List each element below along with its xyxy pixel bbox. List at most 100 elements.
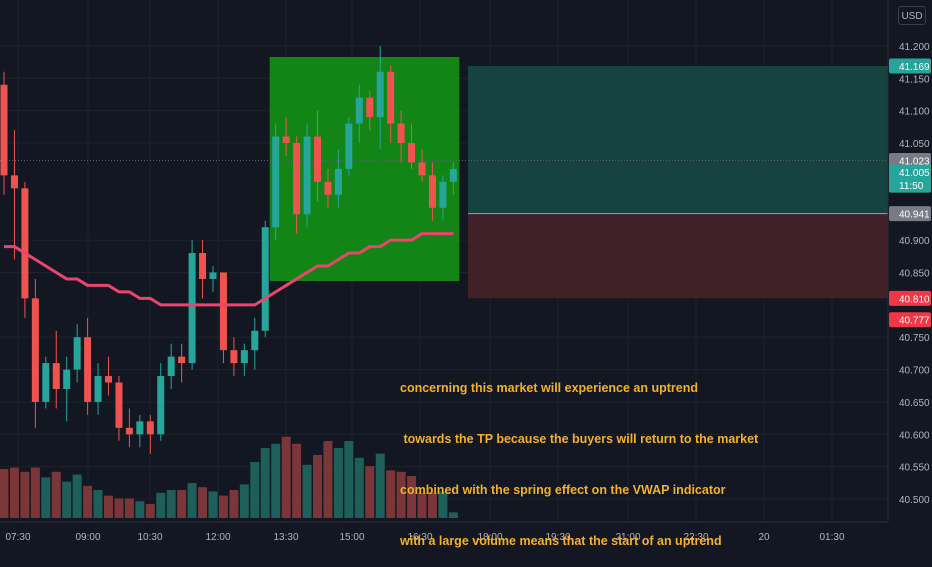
- volume-bar: [72, 474, 82, 518]
- stop-loss-zone: [468, 213, 888, 299]
- candle-body: [439, 181, 447, 208]
- volume-bar: [239, 484, 249, 518]
- volume-bar: [20, 471, 30, 518]
- candle-body: [314, 136, 321, 182]
- volume-bar: [166, 490, 176, 518]
- candle-body: [84, 337, 92, 402]
- annotation-line: concerning this market will experience a…: [400, 381, 698, 395]
- currency-button[interactable]: USD: [898, 6, 926, 25]
- price-axis-bg: [888, 0, 932, 550]
- volume-bar: [93, 490, 103, 518]
- volume-bar: [365, 466, 375, 518]
- volume-bar: [407, 476, 417, 518]
- volume-bar: [208, 491, 218, 518]
- volume-bar: [41, 477, 51, 518]
- volume-bar: [313, 455, 322, 518]
- highlight-box: [269, 57, 460, 281]
- candle-body: [366, 97, 374, 118]
- y-tick-label: 40.650: [899, 398, 930, 409]
- candle-body: [293, 143, 301, 215]
- candle-body: [73, 337, 81, 370]
- x-tick-label: 15:00: [339, 532, 364, 543]
- volume-bar: [417, 492, 427, 518]
- volume-bar: [354, 457, 364, 518]
- volume-bar: [333, 448, 343, 518]
- candle-body: [345, 123, 353, 169]
- candle-body: [387, 71, 395, 124]
- y-tick-label: 41.200: [899, 42, 930, 53]
- vwap-line: [4, 232, 454, 307]
- volume-bar: [177, 490, 187, 518]
- candle-body: [21, 188, 29, 299]
- price-tag-label: 41.169: [899, 62, 930, 73]
- volume-bar: [124, 498, 134, 518]
- volume-bar: [438, 491, 448, 518]
- volume-bar: [51, 471, 61, 518]
- volume-bar: [187, 483, 197, 518]
- volume-bar: [104, 495, 113, 518]
- annotation-text: concerning this market will experience a…: [400, 346, 758, 567]
- volume-bar: [62, 481, 72, 518]
- candle-body: [240, 350, 248, 364]
- annotation-line: combined with the spring effect on the V…: [400, 483, 726, 497]
- candle-body: [146, 421, 154, 435]
- volume-bar: [30, 467, 40, 518]
- volume-bar: [198, 487, 208, 518]
- candle-body: [251, 330, 259, 351]
- x-tick-label: 19:30: [545, 532, 570, 543]
- candle-body: [334, 168, 342, 195]
- price-tag-bg: [889, 206, 931, 222]
- candle-body: [178, 356, 186, 364]
- volume-bar: [427, 492, 437, 518]
- y-tick-label: 40.900: [899, 236, 930, 247]
- y-tick-label: 40.850: [899, 268, 930, 279]
- candle-body: [418, 162, 426, 176]
- y-tick-label: 40.700: [899, 366, 930, 377]
- volume-bar: [292, 443, 302, 518]
- volume-bar: [218, 495, 228, 518]
- candle-body: [272, 136, 280, 228]
- price-tag-bg: [889, 177, 931, 193]
- volume-bar: [114, 498, 124, 518]
- y-tick-label: 41.050: [899, 139, 930, 150]
- take-profit-zone: [468, 65, 888, 214]
- candle-body: [303, 136, 311, 215]
- x-tick-label: 18:00: [477, 532, 502, 543]
- x-tick-label: 13:30: [273, 532, 298, 543]
- candle-body: [261, 227, 269, 331]
- volume-bar: [448, 512, 458, 518]
- x-tick-label: 16:30: [407, 532, 432, 543]
- candle-body: [324, 181, 332, 195]
- price-tag-label: 11:50: [899, 181, 924, 192]
- x-tick-label: 09:00: [75, 532, 100, 543]
- candle-body: [376, 71, 384, 118]
- candle-body: [105, 376, 112, 383]
- x-tick-label: 21:00: [615, 532, 640, 543]
- x-tick-label: 10:30: [137, 532, 162, 543]
- volume-bar: [302, 464, 312, 518]
- x-tick-label: 12:00: [205, 532, 230, 543]
- candle-body: [199, 253, 207, 279]
- volume-bar: [83, 485, 93, 518]
- volume-bar: [145, 504, 155, 518]
- candle-body: [449, 168, 457, 182]
- price-tag-label: 40.810: [899, 294, 930, 305]
- price-tag-label: 40.777: [899, 316, 930, 327]
- candle-body: [282, 136, 290, 143]
- volume-bar: [0, 469, 9, 518]
- candle-body: [0, 84, 8, 176]
- volume-bar: [156, 492, 166, 518]
- price-tag-label: 41.005: [899, 168, 930, 179]
- volume-bar: [386, 470, 396, 518]
- price-tag-bg: [889, 290, 931, 306]
- price-chart[interactable]: 41.200 41.150 41.100 41.050 40.900 40.850 40.7…: [0, 0, 932, 550]
- candle-body: [209, 272, 217, 279]
- candle-body: [42, 363, 50, 402]
- candle-body: [125, 427, 133, 435]
- price-tag-bg: [889, 58, 931, 74]
- y-tick-label: 40.600: [899, 430, 930, 441]
- candle-body: [31, 298, 39, 402]
- candle-body: [188, 253, 196, 364]
- price-tag-label: 41.023: [899, 156, 930, 167]
- candle-body: [408, 143, 416, 163]
